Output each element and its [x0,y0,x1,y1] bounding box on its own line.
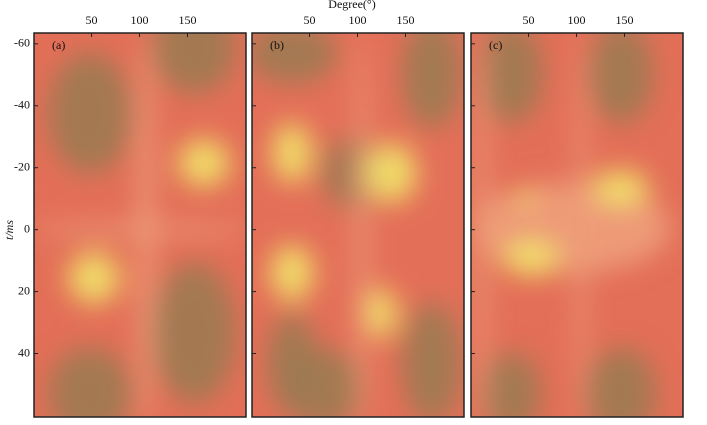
heat-region [270,245,314,301]
y-tick-label: 0 [24,221,30,235]
heat-region [356,33,368,417]
x-tick-label: 50 [304,13,316,27]
heat-region [152,263,236,403]
heat-region [282,348,362,417]
heat-region [402,33,462,128]
heat-region [367,288,397,338]
heat-region [48,348,132,417]
heat-region [514,192,538,204]
x-axis-title: Degree(°) [328,0,375,11]
heat-region [178,139,230,187]
heatmap-texture [34,33,246,417]
heatmap-texture [471,33,671,417]
heat-region [503,240,559,276]
heat-region [34,224,246,236]
heat-region [68,252,120,304]
panel-label: (c) [489,38,502,52]
y-tick-label: -20 [14,159,30,173]
heat-region [586,348,656,417]
heat-region [252,33,337,83]
x-tick-label: 100 [568,13,586,27]
heat-region [481,353,541,417]
heatmap-texture [252,33,462,417]
x-tick-label: 50 [86,13,98,27]
heat-region [479,33,543,123]
heat-region [152,33,236,93]
heat-region [48,53,132,173]
heat-region [272,123,312,183]
x-tick-label: 50 [523,13,535,27]
y-tick-label: -60 [14,36,30,50]
heatmap [34,33,246,417]
heatmap [471,33,683,417]
heatmap [252,33,464,417]
heat-region [589,33,653,123]
panel-label: (a) [52,38,65,52]
heat-region [402,303,462,417]
x-tick-label: 150 [615,13,633,27]
heat-region [367,143,417,203]
y-tick-label: 20 [18,283,30,297]
panel-label: (b) [270,38,284,52]
x-tick-label: 150 [396,13,414,27]
y-axis-title: t/ms [2,220,16,240]
x-tick-label: 100 [131,13,149,27]
y-tick-label: -40 [14,98,30,112]
x-tick-label: 150 [178,13,196,27]
x-tick-label: 100 [349,13,367,27]
y-tick-label: 40 [18,345,30,359]
heat-region [593,170,649,206]
